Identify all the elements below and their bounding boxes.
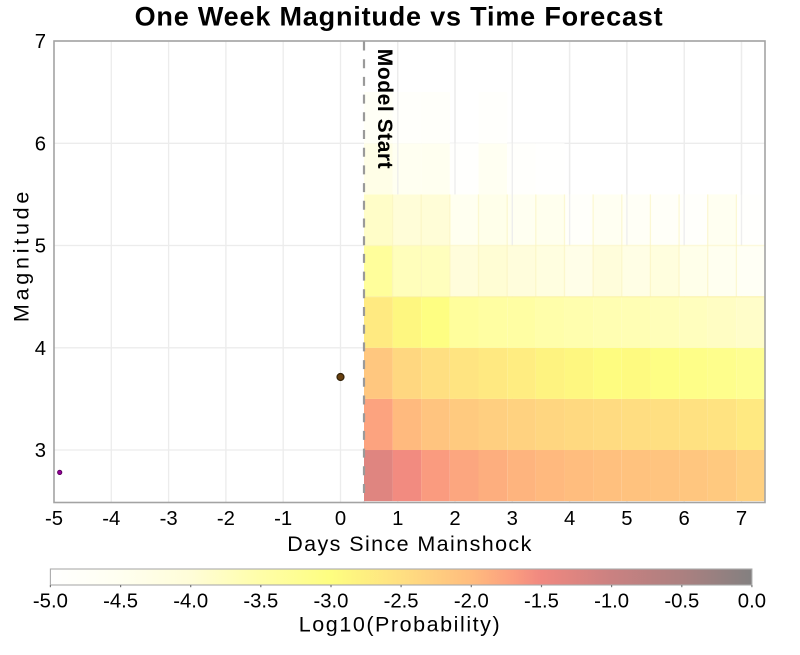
- svg-text:-4: -4: [102, 508, 120, 530]
- svg-text:-3.5: -3.5: [243, 591, 278, 613]
- svg-text:3: 3: [35, 440, 46, 462]
- svg-text:7: 7: [736, 508, 747, 530]
- svg-text:2: 2: [449, 508, 460, 530]
- svg-text:Log10(Probability): Log10(Probability): [299, 613, 501, 637]
- svg-text:-5: -5: [45, 508, 63, 530]
- svg-text:0: 0: [335, 508, 346, 530]
- svg-text:6: 6: [35, 133, 46, 155]
- svg-text:-3.0: -3.0: [314, 591, 349, 613]
- svg-text:-2.5: -2.5: [384, 591, 419, 613]
- svg-text:-1: -1: [274, 508, 292, 530]
- svg-text:-1.0: -1.0: [594, 591, 629, 613]
- svg-text:Days Since Mainshock: Days Since Mainshock: [287, 532, 532, 556]
- svg-text:-4.0: -4.0: [173, 591, 208, 613]
- svg-text:Model Start: Model Start: [373, 49, 396, 169]
- svg-text:5: 5: [35, 236, 46, 258]
- svg-text:-1.5: -1.5: [524, 591, 559, 613]
- svg-text:-2.0: -2.0: [454, 591, 489, 613]
- svg-text:0.0: 0.0: [738, 591, 766, 613]
- svg-text:-5.0: -5.0: [33, 591, 68, 613]
- svg-text:4: 4: [564, 508, 575, 530]
- svg-text:3: 3: [507, 508, 518, 530]
- svg-text:-3: -3: [160, 508, 178, 530]
- svg-text:6: 6: [679, 508, 690, 530]
- svg-text:One Week Magnitude vs Time For: One Week Magnitude vs Time Forecast: [135, 2, 664, 32]
- svg-text:4: 4: [35, 338, 46, 360]
- svg-text:-0.5: -0.5: [664, 591, 699, 613]
- svg-text:Magnitude: Magnitude: [10, 188, 34, 322]
- svg-text:5: 5: [621, 508, 632, 530]
- svg-text:-2: -2: [217, 508, 235, 530]
- svg-text:-4.5: -4.5: [103, 591, 138, 613]
- svg-text:7: 7: [35, 31, 46, 53]
- svg-text:1: 1: [392, 508, 403, 530]
